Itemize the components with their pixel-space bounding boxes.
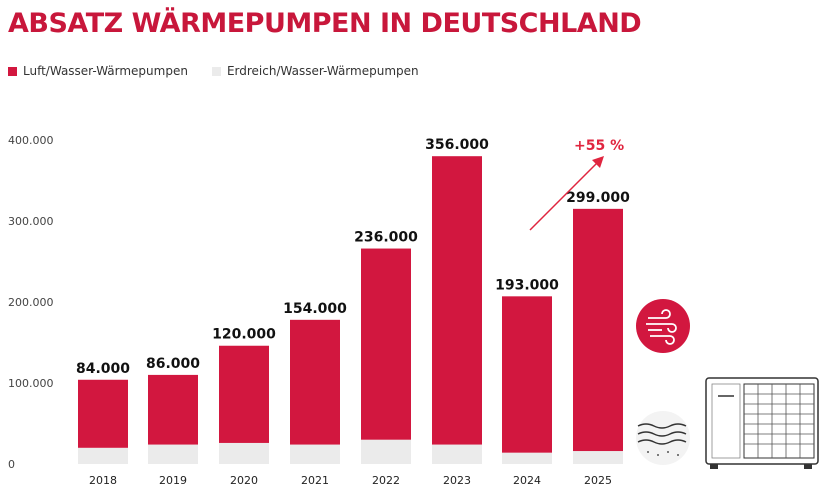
growth-arrowhead-icon bbox=[592, 156, 604, 168]
bar-air-2024 bbox=[502, 296, 552, 453]
heat-pump-unit-icon bbox=[705, 377, 819, 469]
bar-air-2021 bbox=[290, 319, 340, 445]
growth-label: +55 % bbox=[574, 138, 624, 154]
legend-label-ground: Erdreich/Wasser-Wärmepumpen bbox=[226, 64, 419, 78]
value-label-2018: 84.000 bbox=[76, 361, 130, 377]
x-tick-label-2025: 2025 bbox=[584, 474, 612, 487]
bar-ground-2024 bbox=[502, 452, 552, 464]
value-label-2020: 120.000 bbox=[212, 327, 276, 343]
bar-ground-2023 bbox=[432, 444, 482, 464]
legend-swatch-air bbox=[8, 66, 17, 76]
y-tick-label: 200.000 bbox=[8, 296, 54, 309]
legend: Luft/Wasser-Wärmepumpen Erdreich/Wasser-… bbox=[8, 64, 433, 78]
bar-air-2023 bbox=[432, 156, 482, 445]
x-tick-label-2019: 2019 bbox=[159, 474, 187, 487]
value-label-2024: 193.000 bbox=[495, 277, 559, 293]
value-labels: 84.000 86.000 120.000 154.000 236.000 356.000… bbox=[76, 137, 630, 377]
y-tick-label: 400.000 bbox=[8, 134, 54, 147]
growth-arrow-icon bbox=[529, 159, 601, 231]
y-tick-label: 100.000 bbox=[8, 377, 54, 390]
bar-ground-2019 bbox=[148, 444, 198, 464]
x-tick-label-2018: 2018 bbox=[89, 474, 117, 487]
x-axis: 2018 2019 2020 2021 2022 2023 2024 2025 bbox=[89, 474, 612, 487]
value-label-2019: 86.000 bbox=[146, 356, 200, 372]
x-tick-label-2024: 2024 bbox=[513, 474, 541, 487]
air-series bbox=[78, 156, 623, 453]
ground-layers-icon bbox=[636, 411, 690, 465]
value-label-2023: 356.000 bbox=[425, 137, 489, 153]
legend-swatch-ground bbox=[211, 66, 221, 76]
x-tick-label-2021: 2021 bbox=[301, 474, 329, 487]
bar-ground-2020 bbox=[219, 442, 269, 464]
legend-label-air: Luft/Wasser-Wärmepumpen bbox=[23, 64, 188, 78]
y-tick-label: 300.000 bbox=[8, 215, 54, 228]
x-tick-label-2020: 2020 bbox=[230, 474, 258, 487]
value-label-2025: 299.000 bbox=[566, 190, 630, 206]
wind-icon bbox=[636, 299, 690, 353]
value-label-2021: 154.000 bbox=[283, 301, 347, 317]
y-axis: 0 100.000 200.000 300.000 400.000 bbox=[8, 134, 54, 471]
bar-ground-2025 bbox=[573, 451, 623, 464]
growth-annotation: +55 % bbox=[529, 138, 624, 231]
x-tick-label-2022: 2022 bbox=[372, 474, 400, 487]
legend-item-air: Luft/Wasser-Wärmepumpen bbox=[8, 64, 188, 78]
x-tick-label-2023: 2023 bbox=[443, 474, 471, 487]
bar-air-2019 bbox=[148, 374, 198, 445]
bar-air-2020 bbox=[219, 345, 269, 443]
bar-air-2025 bbox=[573, 208, 623, 452]
bar-ground-2018 bbox=[78, 447, 128, 464]
bar-ground-2021 bbox=[290, 444, 340, 464]
y-tick-label: 0 bbox=[8, 458, 15, 471]
bar-air-2022 bbox=[361, 248, 411, 440]
legend-item-ground: Erdreich/Wasser-Wärmepumpen bbox=[211, 64, 419, 78]
ground-series bbox=[78, 439, 623, 464]
bar-ground-2022 bbox=[361, 439, 411, 464]
bar-air-2018 bbox=[78, 379, 128, 448]
chart-title: ABSATZ WÄRMEPUMPEN IN DEUTSCHLAND bbox=[8, 8, 642, 39]
value-label-2022: 236.000 bbox=[354, 230, 418, 246]
